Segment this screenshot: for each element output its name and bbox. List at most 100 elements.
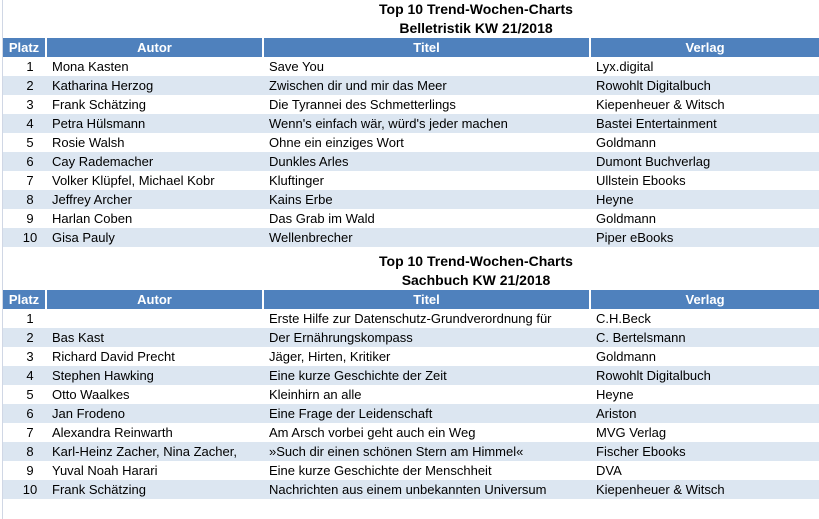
cell-titel: Dunkles Arles — [269, 154, 349, 169]
cell-verlag: Fischer Ebooks — [596, 444, 686, 459]
table-row: 6 Jan Frodeno Eine Frage der Leidenschaft A… — [3, 404, 819, 423]
sachbuch-titles: Top 10 Trend-Wochen-Charts Sachbuch KW 2… — [3, 247, 819, 290]
cell-verlag: C.H.Beck — [596, 311, 651, 326]
cell-verlag: Bastei Entertainment — [596, 116, 717, 131]
cell-autor: Mona Kasten — [52, 59, 129, 74]
cell-verlag: Dumont Buchverlag — [596, 154, 711, 169]
table-title: Top 10 Trend-Wochen-Charts — [379, 253, 573, 269]
column-header-platz: Platz — [8, 40, 40, 55]
cell-verlag: Goldmann — [596, 349, 656, 364]
cell-titel: Kains Erbe — [269, 192, 333, 207]
cell-autor: Cay Rademacher — [52, 154, 154, 169]
cell-autor: Petra Hülsmann — [52, 116, 146, 131]
table-belletristik: Top 10 Trend-Wochen-Charts Belletristik … — [3, 0, 819, 247]
table-row: 4 Stephen Hawking Eine kurze Geschichte de… — [3, 366, 819, 385]
cell-verlag: Rowohlt Digitalbuch — [596, 78, 711, 93]
cell-autor: Richard David Precht — [52, 349, 175, 364]
table-row: 10 Frank Schätzing Nachrichten aus einem u… — [3, 480, 819, 499]
cell-titel: Der Ernährungskompass — [269, 330, 413, 345]
cell-verlag: C. Bertelsmann — [596, 330, 686, 345]
cell-verlag: DVA — [596, 463, 622, 478]
cell-titel: Erste Hilfe zur Datenschutz-Grundverordn… — [269, 311, 552, 326]
column-header-platz: Platz — [8, 292, 40, 307]
cell-platz: 2 — [26, 78, 34, 93]
cell-verlag: Lyx.digital — [596, 59, 654, 74]
cell-platz: 10 — [22, 482, 38, 497]
cell-autor: Otto Waalkes — [52, 387, 130, 402]
cell-titel: Eine kurze Geschichte der Menschheit — [269, 463, 492, 478]
column-header-verlag: Verlag — [589, 38, 819, 57]
cell-platz: 9 — [26, 211, 34, 226]
cell-verlag: Ullstein Ebooks — [596, 173, 686, 188]
table-header-row: Platz Autor Titel Verlag — [3, 38, 819, 57]
cell-verlag: Heyne — [596, 192, 634, 207]
table-row: 1 Mona Kasten Save You Lyx.digital — [3, 57, 819, 76]
table-title: Top 10 Trend-Wochen-Charts — [379, 1, 573, 17]
cell-titel: Kleinhirn an alle — [269, 387, 362, 402]
spreadsheet-gridline — [2, 0, 3, 519]
cell-verlag: Heyne — [596, 387, 634, 402]
cell-verlag: Goldmann — [596, 135, 656, 150]
table-row: 9 Yuval Noah Harari Eine kurze Geschichte … — [3, 461, 819, 480]
cell-platz: 8 — [26, 192, 34, 207]
table-row: 7 Alexandra Reinwarth Am Arsch vorbei geht… — [3, 423, 819, 442]
column-header-autor: Autor — [45, 38, 262, 57]
cell-autor: Katharina Herzog — [52, 78, 154, 93]
cell-platz: 4 — [26, 116, 34, 131]
table-header-row: Platz Autor Titel Verlag — [3, 290, 819, 309]
cell-platz: 7 — [26, 425, 34, 440]
table-row: 1 Erste Hilfe zur Datenschutz-Grundverord… — [3, 309, 819, 328]
cell-titel: Nachrichten aus einem unbekannten Univer… — [269, 482, 547, 497]
table-row: 5 Rosie Walsh Ohne ein einziges Wort Goldma… — [3, 133, 819, 152]
table-body: 1 Mona Kasten Save You Lyx.digital 2 Katharin… — [3, 57, 819, 247]
column-header-verlag: Verlag — [589, 290, 819, 309]
table-sachbuch: Top 10 Trend-Wochen-Charts Sachbuch KW 2… — [3, 247, 819, 499]
table-row: 6 Cay Rademacher Dunkles Arles Dumont Buchv… — [3, 152, 819, 171]
cell-verlag: MVG Verlag — [596, 425, 667, 440]
table-row: 4 Petra Hülsmann Wenn's einfach wär, würd'… — [3, 114, 819, 133]
cell-verlag: Rowohlt Digitalbuch — [596, 368, 711, 383]
column-header-titel: Titel — [262, 38, 589, 57]
cell-titel: Jäger, Hirten, Kritiker — [269, 349, 391, 364]
cell-autor: Gisa Pauly — [52, 230, 115, 245]
cell-verlag: Kiepenheuer & Witsch — [596, 97, 725, 112]
cell-platz: 8 — [26, 444, 34, 459]
cell-verlag: Kiepenheuer & Witsch — [596, 482, 725, 497]
table-row: 2 Katharina Herzog Zwischen dir und mir da… — [3, 76, 819, 95]
cell-autor: Harlan Coben — [52, 211, 133, 226]
table-row: 10 Gisa Pauly Wellenbrecher Piper eBooks — [3, 228, 819, 247]
cell-autor: Volker Klüpfel, Michael Kobr — [52, 173, 215, 188]
belletristik-titles: Top 10 Trend-Wochen-Charts Belletristik … — [3, 0, 819, 38]
cell-autor: Frank Schätzing — [52, 97, 146, 112]
cell-verlag: Piper eBooks — [596, 230, 674, 245]
cell-titel: Save You — [269, 59, 324, 74]
table-row: 3 Richard David Precht Jäger, Hirten, Krit… — [3, 347, 819, 366]
cell-autor: Jeffrey Archer — [52, 192, 132, 207]
cell-autor: Bas Kast — [52, 330, 105, 345]
cell-titel: Die Tyrannei des Schmetterlings — [269, 97, 456, 112]
table-row: 5 Otto Waalkes Kleinhirn an alle Heyne — [3, 385, 819, 404]
cell-titel: »Such dir einen schönen Stern am Himmel« — [269, 444, 524, 459]
cell-autor: Karl-Heinz Zacher, Nina Zacher, — [52, 444, 237, 459]
cell-titel: Das Grab im Wald — [269, 211, 375, 226]
cell-platz: 2 — [26, 330, 34, 345]
cell-platz: 6 — [26, 406, 34, 421]
cell-platz: 6 — [26, 154, 34, 169]
cell-platz: 1 — [26, 59, 34, 74]
cell-titel: Ohne ein einziges Wort — [269, 135, 404, 150]
cell-titel: Kluftinger — [269, 173, 324, 188]
cell-titel: Wenn's einfach wär, würd's jeder machen — [269, 116, 508, 131]
column-header-titel: Titel — [262, 290, 589, 309]
cell-platz: 9 — [26, 463, 34, 478]
cell-titel: Eine kurze Geschichte der Zeit — [269, 368, 447, 383]
cell-titel: Zwischen dir und mir das Meer — [269, 78, 447, 93]
cell-autor — [45, 309, 262, 328]
cell-autor: Alexandra Reinwarth — [52, 425, 173, 440]
cell-platz: 10 — [22, 230, 38, 245]
cell-platz: 1 — [26, 311, 34, 326]
cell-autor: Jan Frodeno — [52, 406, 125, 421]
table-row: 9 Harlan Coben Das Grab im Wald Goldmann — [3, 209, 819, 228]
table-subtitle: Sachbuch KW 21/2018 — [401, 272, 551, 288]
cell-platz: 5 — [26, 135, 34, 150]
